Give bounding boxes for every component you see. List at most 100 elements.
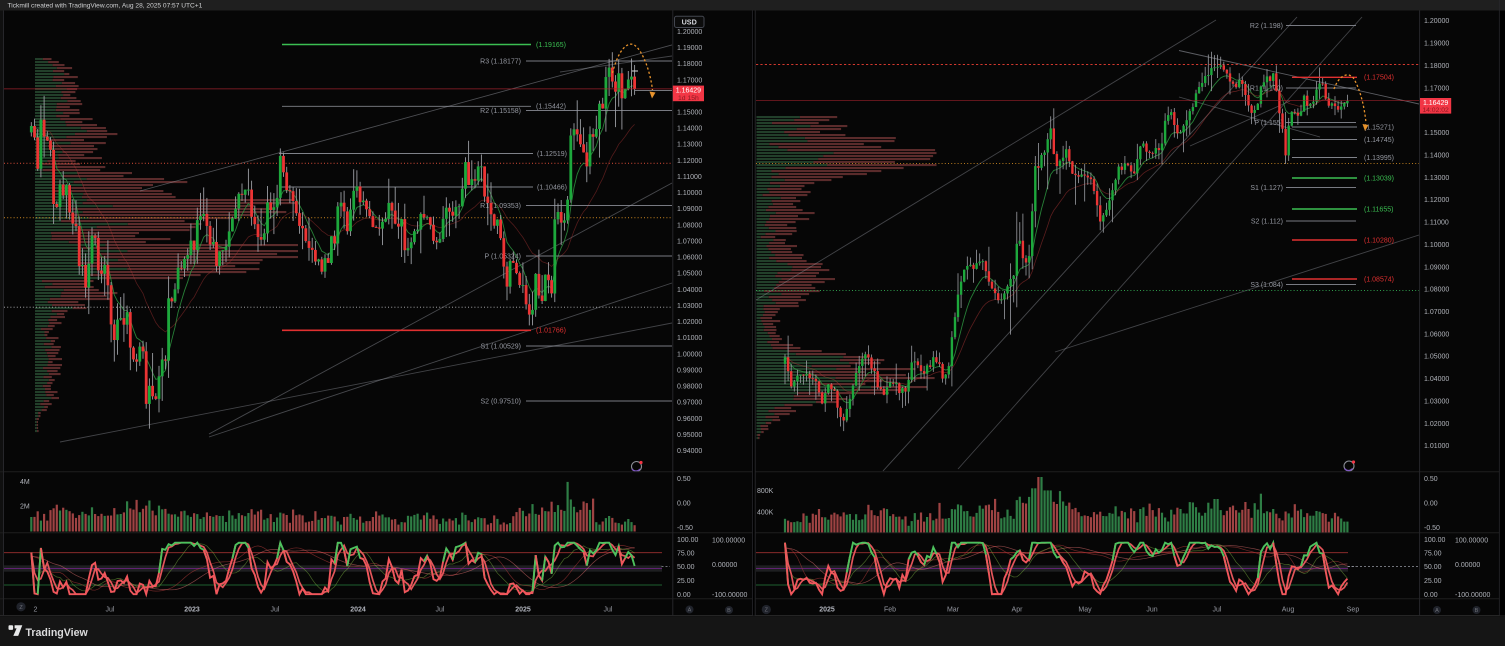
svg-text:USD: USD bbox=[682, 18, 697, 27]
svg-text:(1.17504): (1.17504) bbox=[1364, 75, 1394, 82]
svg-text:TradingView: TradingView bbox=[26, 627, 89, 639]
svg-text:(1.10466): (1.10466) bbox=[537, 184, 567, 191]
svg-text:1.13000: 1.13000 bbox=[1424, 175, 1449, 182]
svg-text:100.00: 100.00 bbox=[677, 537, 699, 544]
svg-text:-0.50: -0.50 bbox=[1424, 525, 1440, 532]
svg-text:400K: 400K bbox=[757, 510, 774, 517]
svg-text:Tickmill created with TradingV: Tickmill created with TradingView.com, A… bbox=[8, 3, 203, 10]
svg-text:0.99000: 0.99000 bbox=[677, 367, 702, 374]
svg-text:1.15000: 1.15000 bbox=[1424, 130, 1449, 137]
svg-text:1.10000: 1.10000 bbox=[1424, 242, 1449, 249]
svg-text:0.95000: 0.95000 bbox=[677, 432, 702, 439]
svg-text:1.06000: 1.06000 bbox=[1424, 331, 1449, 338]
svg-text:0.00: 0.00 bbox=[677, 592, 691, 599]
svg-text:800K: 800K bbox=[757, 488, 774, 495]
svg-text:1.01000: 1.01000 bbox=[1424, 443, 1449, 450]
svg-text:A: A bbox=[1435, 608, 1439, 614]
svg-text:Jun: Jun bbox=[1146, 607, 1157, 614]
svg-text:1.14000: 1.14000 bbox=[677, 126, 702, 133]
svg-text:100.00000: 100.00000 bbox=[1455, 538, 1488, 545]
svg-text:2023: 2023 bbox=[184, 607, 200, 614]
svg-text:0.00: 0.00 bbox=[677, 501, 691, 508]
svg-text:0.00000: 0.00000 bbox=[1455, 562, 1480, 569]
svg-text:Jul: Jul bbox=[271, 607, 280, 614]
svg-text:P (1.155): P (1.155) bbox=[1254, 120, 1283, 127]
svg-text:1.16429: 1.16429 bbox=[676, 88, 701, 95]
svg-text:1.06000: 1.06000 bbox=[677, 255, 702, 262]
svg-text:1.03000: 1.03000 bbox=[1424, 399, 1449, 406]
svg-text:(1.12519): (1.12519) bbox=[537, 151, 567, 158]
svg-text:75.00: 75.00 bbox=[1424, 551, 1442, 558]
svg-text:S1 (1.00529): S1 (1.00529) bbox=[481, 343, 521, 350]
svg-text:(1.13995): (1.13995) bbox=[1364, 155, 1394, 162]
svg-text:S1 (1.127): S1 (1.127) bbox=[1250, 185, 1283, 192]
svg-text:-100.00000: -100.00000 bbox=[712, 592, 748, 599]
svg-text:1.20000: 1.20000 bbox=[1424, 18, 1449, 25]
svg-text:14:02:02: 14:02:02 bbox=[1422, 107, 1449, 114]
svg-text:1.17000: 1.17000 bbox=[1424, 85, 1449, 92]
svg-text:Jul: Jul bbox=[106, 607, 115, 614]
svg-text:0.00: 0.00 bbox=[1424, 592, 1438, 599]
svg-text:-0.50: -0.50 bbox=[677, 525, 693, 532]
svg-text:(1.13039): (1.13039) bbox=[1364, 175, 1394, 182]
svg-text:(1.14745): (1.14745) bbox=[1364, 137, 1394, 144]
svg-text:2M: 2M bbox=[20, 504, 30, 511]
svg-text:0.97000: 0.97000 bbox=[677, 400, 702, 407]
svg-text:1.05000: 1.05000 bbox=[677, 271, 702, 278]
svg-text:50.00: 50.00 bbox=[677, 564, 695, 571]
svg-text:1.12000: 1.12000 bbox=[677, 158, 702, 165]
svg-text:1.05000: 1.05000 bbox=[1424, 354, 1449, 361]
svg-text:(1.01766): (1.01766) bbox=[536, 328, 566, 335]
svg-text:75.00: 75.00 bbox=[677, 551, 695, 558]
svg-text:0.00000: 0.00000 bbox=[712, 562, 737, 569]
svg-text:B: B bbox=[1475, 608, 1479, 614]
svg-text:1.04000: 1.04000 bbox=[677, 287, 702, 294]
svg-text:1.03000: 1.03000 bbox=[677, 303, 702, 310]
svg-text:100.00: 100.00 bbox=[1424, 537, 1446, 544]
svg-text:1.10000: 1.10000 bbox=[677, 190, 702, 197]
svg-text:R2 (1.198): R2 (1.198) bbox=[1250, 23, 1283, 30]
svg-text:1.08000: 1.08000 bbox=[677, 222, 702, 229]
svg-text:R3 (1.18177): R3 (1.18177) bbox=[480, 58, 521, 65]
svg-text:1d 15h: 1d 15h bbox=[678, 95, 699, 102]
svg-text:2025: 2025 bbox=[819, 607, 835, 614]
svg-text:Jul: Jul bbox=[1213, 607, 1222, 614]
svg-text:Z: Z bbox=[765, 608, 769, 614]
svg-text:1.00000: 1.00000 bbox=[677, 351, 702, 358]
svg-text:1.12000: 1.12000 bbox=[1424, 197, 1449, 204]
svg-text:(1.10280): (1.10280) bbox=[1364, 237, 1394, 244]
svg-text:2025: 2025 bbox=[515, 607, 531, 614]
svg-text:(1.08574): (1.08574) bbox=[1364, 276, 1394, 283]
svg-text:0.96000: 0.96000 bbox=[677, 416, 702, 423]
svg-text:1.20000: 1.20000 bbox=[677, 29, 702, 36]
svg-text:25.00: 25.00 bbox=[1424, 578, 1442, 585]
svg-text:1.19000: 1.19000 bbox=[677, 45, 702, 52]
svg-text:0.98000: 0.98000 bbox=[677, 384, 702, 391]
svg-text:0.50: 0.50 bbox=[1424, 476, 1438, 483]
svg-text:1.16429: 1.16429 bbox=[1423, 100, 1448, 107]
svg-text:(1.19165): (1.19165) bbox=[536, 42, 566, 49]
svg-text:1.11000: 1.11000 bbox=[677, 174, 702, 181]
svg-text:25.00: 25.00 bbox=[677, 578, 695, 585]
svg-text:1.19000: 1.19000 bbox=[1424, 41, 1449, 48]
svg-text:1.17000: 1.17000 bbox=[677, 77, 702, 84]
svg-text:A: A bbox=[688, 608, 692, 614]
svg-text:May: May bbox=[1078, 607, 1092, 614]
svg-text:1.02000: 1.02000 bbox=[677, 319, 702, 326]
svg-text:0.94000: 0.94000 bbox=[677, 448, 702, 455]
svg-text:1.07000: 1.07000 bbox=[677, 239, 702, 246]
svg-text:Feb: Feb bbox=[884, 607, 896, 614]
svg-text:1.04000: 1.04000 bbox=[1424, 376, 1449, 383]
svg-text:1.18000: 1.18000 bbox=[1424, 63, 1449, 70]
svg-text:R2 (1.15158): R2 (1.15158) bbox=[480, 108, 521, 115]
svg-text:Aug: Aug bbox=[1282, 607, 1295, 614]
svg-text:1.11000: 1.11000 bbox=[1424, 220, 1449, 227]
svg-text:Sep: Sep bbox=[1347, 607, 1360, 614]
svg-text:1.09000: 1.09000 bbox=[677, 206, 702, 213]
svg-text:B: B bbox=[727, 608, 731, 614]
svg-text:2: 2 bbox=[34, 607, 38, 614]
svg-text:0.50: 0.50 bbox=[677, 476, 691, 483]
svg-text:S2 (1.112): S2 (1.112) bbox=[1251, 218, 1283, 225]
svg-text:Apr: Apr bbox=[1012, 607, 1024, 614]
svg-text:(1.15271): (1.15271) bbox=[1364, 124, 1394, 131]
